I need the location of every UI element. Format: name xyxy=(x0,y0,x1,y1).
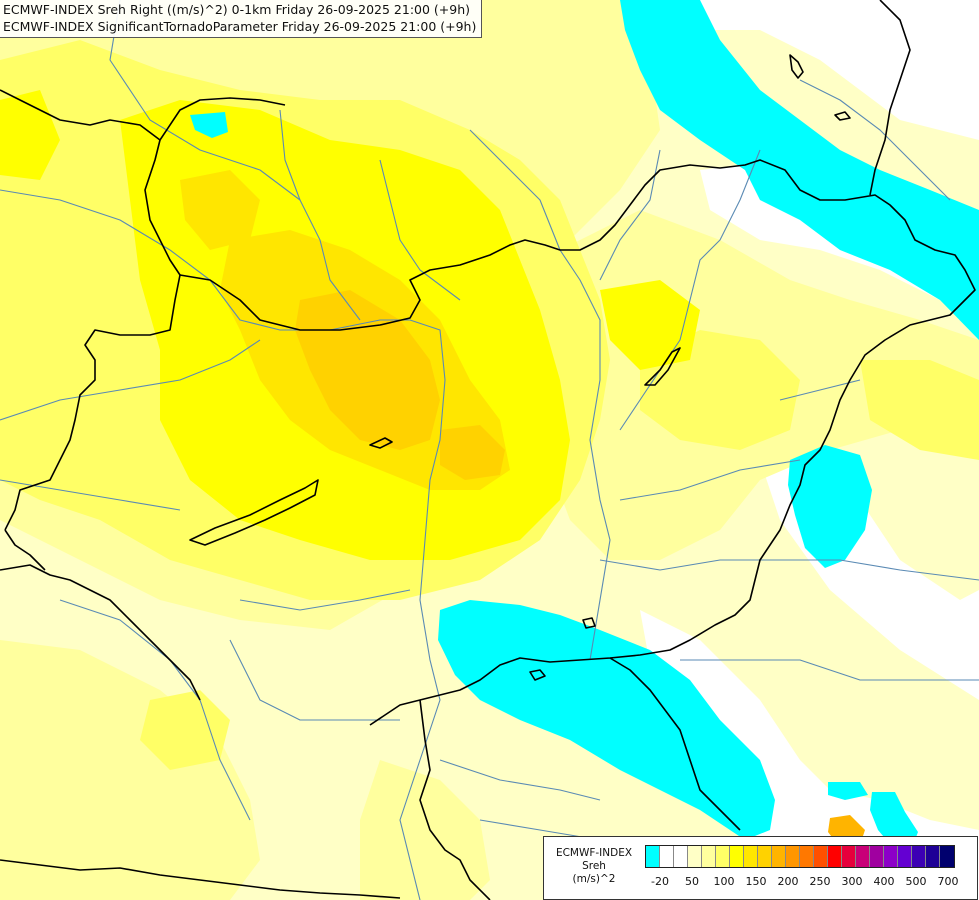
legend-swatches xyxy=(645,845,955,868)
legend-swatch xyxy=(716,846,730,867)
legend-title: ECMWF-INDEX Sreh (m/s)^2 xyxy=(548,847,640,886)
legend-swatch xyxy=(688,846,702,867)
legend-swatch xyxy=(828,846,842,867)
legend-title-unit: (m/s)^2 xyxy=(572,873,616,885)
legend-title-parameter: Sreh xyxy=(582,860,606,872)
legend-swatch xyxy=(674,846,688,867)
legend-swatch xyxy=(800,846,814,867)
legend-tick-label: -20 xyxy=(651,875,669,888)
legend-swatch xyxy=(660,846,674,867)
legend-tick-label: 400 xyxy=(873,875,895,888)
map-title-box: ECMWF-INDEX Sreh Right ((m/s)^2) 0-1km F… xyxy=(0,0,483,38)
legend-swatch xyxy=(758,846,772,867)
legend-tick-label: 500 xyxy=(905,875,927,888)
cyan-fields xyxy=(190,0,979,850)
legend-tick-label: 100 xyxy=(713,875,735,888)
color-legend: ECMWF-INDEX Sreh (m/s)^2 -20 50 100 150 200 2… xyxy=(543,836,978,900)
legend-title-source: ECMWF-INDEX xyxy=(555,847,633,859)
title-line-sreh: ECMWF-INDEX Sreh Right ((m/s)^2) 0-1km F… xyxy=(3,2,471,17)
legend-tick-label: 250 xyxy=(809,875,831,888)
legend-swatch xyxy=(940,846,954,867)
title-line-stp: ECMWF-INDEX SignificantTornadoParameter … xyxy=(3,19,477,34)
legend-swatch xyxy=(814,846,828,867)
legend-swatch xyxy=(912,846,926,867)
legend-swatch xyxy=(744,846,758,867)
legend-swatch xyxy=(926,846,940,867)
legend-swatch xyxy=(730,846,744,867)
legend-swatch xyxy=(702,846,716,867)
legend-swatch xyxy=(884,846,898,867)
legend-swatch xyxy=(870,846,884,867)
legend-swatch xyxy=(646,846,660,867)
legend-tick-label: 50 xyxy=(685,875,699,888)
legend-tick-label: 150 xyxy=(745,875,767,888)
legend-swatch xyxy=(856,846,870,867)
legend-tick-label: 700 xyxy=(937,875,959,888)
legend-swatch xyxy=(786,846,800,867)
legend-swatch xyxy=(842,846,856,867)
legend-tick-label: 300 xyxy=(841,875,863,888)
legend-tick-label: 200 xyxy=(777,875,799,888)
legend-swatch xyxy=(772,846,786,867)
legend-swatch xyxy=(898,846,912,867)
